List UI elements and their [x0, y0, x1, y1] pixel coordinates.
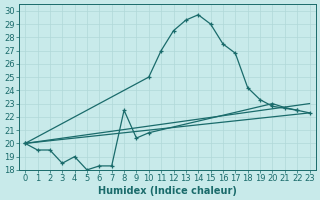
X-axis label: Humidex (Indice chaleur): Humidex (Indice chaleur) [98, 186, 237, 196]
